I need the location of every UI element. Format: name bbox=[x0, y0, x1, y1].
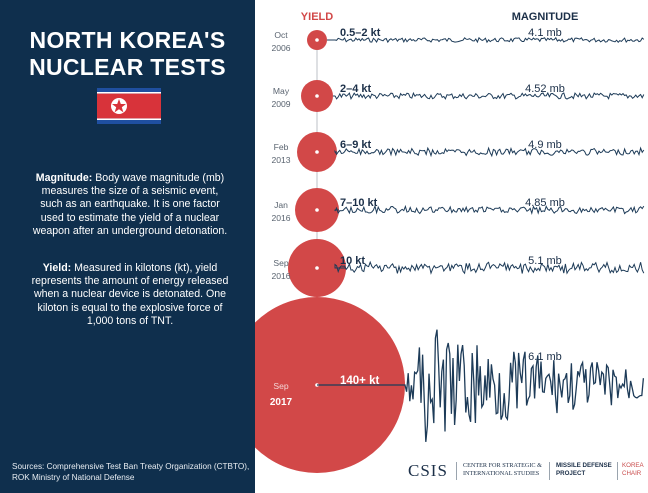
right-panel: YIELD MAGNITUDE Oct 2006 0.5–2 kt 4.1 mb May… bbox=[255, 0, 648, 493]
magnitude-value: 4.9 mb bbox=[528, 139, 562, 151]
yield-value: 6–9 kt bbox=[340, 139, 372, 151]
korea-chair: KOREA CHAIR bbox=[622, 462, 644, 477]
test-year: 2013 bbox=[271, 155, 290, 165]
csis-center-name: CENTER FOR STRATEGIC & INTERNATIONAL STU… bbox=[463, 462, 542, 477]
missile-defense-project: MISSILE DEFENSE PROJECT bbox=[556, 462, 612, 477]
test-year: 2006 bbox=[271, 43, 290, 53]
footer-divider bbox=[549, 462, 550, 480]
yield-term: Yield: bbox=[42, 262, 72, 274]
test-month: Feb bbox=[274, 142, 289, 152]
yield-value: 140+ kt bbox=[340, 375, 379, 387]
test-year: 2016 bbox=[271, 213, 290, 223]
magnitude-term: Magnitude: bbox=[35, 172, 93, 184]
test-month: Oct bbox=[274, 30, 288, 40]
tests-diagram: YIELD MAGNITUDE Oct 2006 0.5–2 kt 4.1 mb May… bbox=[255, 11, 645, 473]
yield-value: 10 kt bbox=[340, 255, 365, 267]
yield-definition: Yield: Measured in kilotons (kt), yield … bbox=[30, 262, 230, 328]
yield-value: 0.5–2 kt bbox=[340, 27, 381, 39]
magnitude-value: 4.1 mb bbox=[528, 27, 562, 39]
test-month: May bbox=[273, 86, 290, 96]
yield-value: 7–10 kt bbox=[340, 197, 378, 209]
test-year: 2016 bbox=[271, 271, 290, 281]
yield-circle-center bbox=[315, 150, 319, 154]
magnitude-value: 4.85 mb bbox=[525, 197, 565, 209]
magnitude-value: 6.1 mb bbox=[528, 351, 562, 363]
csis-logo: CSIS bbox=[408, 461, 448, 480]
test-year: 2009 bbox=[271, 99, 290, 109]
yield-value: 2–4 kt bbox=[340, 83, 372, 95]
test-month: Jan bbox=[274, 200, 288, 210]
magnitude-value: 5.1 mb bbox=[528, 255, 562, 267]
north-korea-flag-icon bbox=[97, 88, 161, 124]
seismic-waveform bbox=[317, 329, 645, 442]
title-line-1: NORTH KOREA'S bbox=[29, 27, 226, 53]
test-month: Sep bbox=[273, 381, 289, 391]
test-rows: Oct 2006 0.5–2 kt 4.1 mb May 2009 2–4 kt 4.52 m… bbox=[255, 27, 645, 473]
magnitude-header: MAGNITUDE bbox=[512, 11, 579, 23]
test-month: Sep bbox=[273, 258, 289, 268]
footer-divider bbox=[456, 462, 457, 480]
footer-divider bbox=[617, 462, 618, 480]
seismic-waveform bbox=[327, 36, 645, 44]
seismic-waveform bbox=[334, 204, 645, 216]
yield-header: YIELD bbox=[301, 11, 333, 23]
yield-text: Measured in kilotons (kt), yield represe… bbox=[31, 262, 229, 327]
magnitude-text: Body wave magnitude (mb) measures the si… bbox=[32, 172, 228, 237]
test-year: 2017 bbox=[270, 397, 293, 408]
yield-circle-center bbox=[315, 208, 319, 212]
yield-circle-center bbox=[315, 38, 319, 42]
seismic-waveform bbox=[334, 260, 645, 275]
seismic-waveform bbox=[333, 91, 645, 101]
magnitude-definition: Magnitude: Body wave magnitude (mb) meas… bbox=[30, 172, 230, 238]
magnitude-value: 4.52 mb bbox=[525, 83, 565, 95]
title-line-2: NUCLEAR TESTS bbox=[29, 54, 226, 80]
yield-circle-center bbox=[315, 266, 319, 270]
yield-circle-center bbox=[315, 94, 319, 98]
sources-note: Sources: Comprehensive Test Ban Treaty O… bbox=[12, 462, 250, 482]
left-panel: NORTH KOREA'S NUCLEAR TESTS Magnitude: B… bbox=[0, 0, 255, 493]
seismic-waveform bbox=[334, 146, 645, 158]
